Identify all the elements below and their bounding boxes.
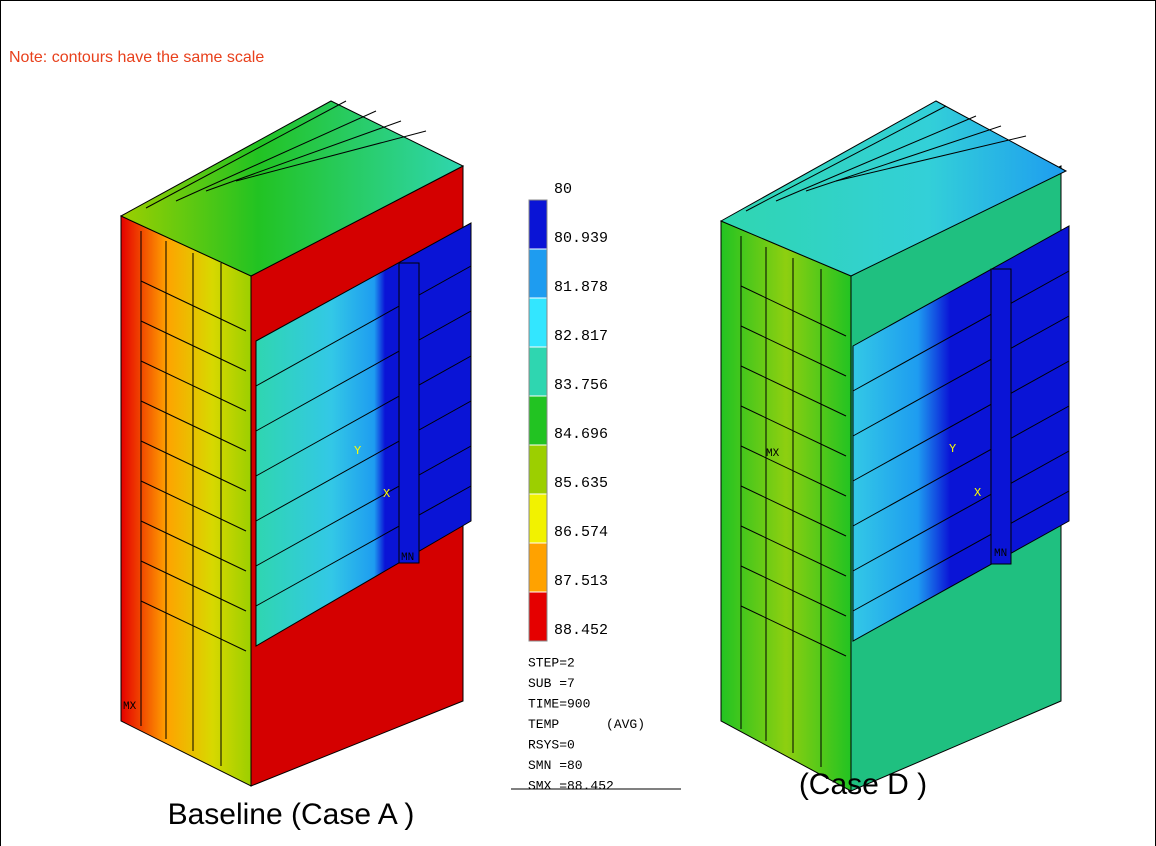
solution-info: STEP=2 bbox=[528, 655, 575, 670]
legend-label: 82.817 bbox=[554, 328, 608, 345]
legend: 80 80.939 81.878 82.817 83.756 84.696 85.635 86… bbox=[528, 181, 645, 793]
legend-swatch bbox=[529, 298, 547, 347]
solution-info: SMX =88.452 bbox=[528, 778, 614, 793]
marker-label: MX bbox=[766, 448, 780, 460]
legend-label: 88.452 bbox=[554, 622, 608, 639]
legend-swatch bbox=[529, 249, 547, 298]
legend-label: 80 bbox=[554, 181, 572, 198]
caption: (Case D ) bbox=[799, 768, 927, 801]
legend-label: 85.635 bbox=[554, 475, 608, 492]
legend-swatch bbox=[529, 347, 547, 396]
solution-info: TIME=900 bbox=[528, 696, 590, 711]
solution-info: SMN =80 bbox=[528, 758, 583, 773]
legend-swatch bbox=[529, 592, 547, 641]
legend-label: 84.696 bbox=[554, 426, 608, 443]
model-d bbox=[721, 101, 1069, 791]
marker-label: X bbox=[974, 486, 981, 500]
solution-info: RSYS=0 bbox=[528, 737, 575, 752]
note: Note: contours have the same scale bbox=[9, 49, 264, 66]
legend-swatch bbox=[529, 396, 547, 445]
slide: Note: contours have the same scale 80 80.… bbox=[0, 0, 1156, 846]
legend-swatch bbox=[529, 200, 547, 249]
legend-label: 87.513 bbox=[554, 573, 608, 590]
legend-label: 83.756 bbox=[554, 377, 608, 394]
model-a bbox=[121, 101, 471, 786]
legend-label: 86.574 bbox=[554, 524, 608, 541]
caption: Baseline (Case A ) bbox=[168, 798, 415, 831]
marker-label: Y bbox=[354, 444, 361, 458]
slide-canvas: Note: contours have the same scale 80 80.… bbox=[1, 1, 1156, 846]
marker-label: MN bbox=[994, 548, 1007, 560]
legend-swatch bbox=[529, 543, 547, 592]
legend-label: 80.939 bbox=[554, 230, 608, 247]
legend-swatch bbox=[529, 494, 547, 543]
legend-swatch bbox=[529, 445, 547, 494]
marker-label: MN bbox=[401, 552, 414, 564]
marker-label: MX bbox=[123, 701, 137, 713]
marker-label: Y bbox=[949, 442, 956, 456]
solution-info: SUB =7 bbox=[528, 676, 575, 691]
solution-info: TEMP (AVG) bbox=[528, 717, 645, 732]
marker-label: X bbox=[383, 487, 390, 501]
legend-label: 81.878 bbox=[554, 279, 608, 296]
